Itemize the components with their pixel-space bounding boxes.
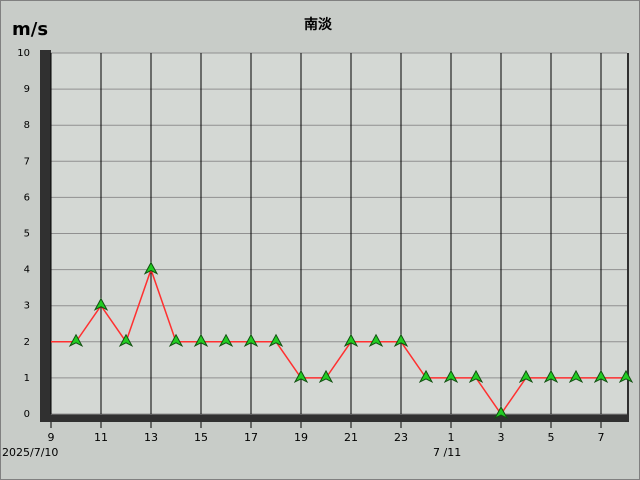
wind-marker bbox=[168, 333, 184, 347]
y-tick-label: 10 bbox=[17, 48, 30, 59]
date-label: 2025/7/10 bbox=[2, 446, 58, 459]
x-tick-label: 9 bbox=[48, 431, 55, 444]
wind-marker bbox=[543, 369, 559, 384]
x-tick-label: 5 bbox=[548, 431, 555, 444]
y-tick-label: 3 bbox=[24, 301, 30, 312]
x-tick-label: 3 bbox=[498, 431, 505, 444]
y-tick-label: 4 bbox=[24, 265, 30, 276]
wind-marker bbox=[118, 333, 134, 347]
y-tick-label: 7 bbox=[24, 156, 30, 167]
wind-marker bbox=[318, 369, 334, 384]
wind-marker bbox=[393, 333, 409, 347]
wind-marker bbox=[68, 333, 84, 347]
wind-marker bbox=[368, 333, 384, 347]
wind-marker bbox=[568, 369, 584, 384]
y-tick-label: 9 bbox=[24, 84, 30, 95]
x-tick-label: 15 bbox=[194, 431, 208, 444]
x-tick-label: 7 bbox=[598, 431, 605, 444]
wind-marker bbox=[493, 405, 509, 420]
wind-marker bbox=[193, 333, 209, 347]
bevel-bottom bbox=[40, 414, 627, 422]
y-tick-label: 8 bbox=[24, 120, 30, 131]
wind-marker bbox=[243, 333, 259, 347]
bevel-left bbox=[40, 50, 51, 422]
wind-marker bbox=[618, 369, 634, 384]
x-tick-label: 1 bbox=[448, 431, 455, 444]
x-tick-label: 19 bbox=[294, 431, 308, 444]
wind-marker bbox=[418, 369, 434, 384]
wind-marker bbox=[593, 369, 609, 384]
y-axis-label: m/s bbox=[12, 19, 48, 40]
x-tick-label: 23 bbox=[394, 431, 408, 444]
x-tick-label: 21 bbox=[344, 431, 358, 444]
x-tick-label: 11 bbox=[94, 431, 108, 444]
y-tick-label: 5 bbox=[24, 229, 30, 240]
chart-title: 南淡 bbox=[304, 16, 333, 33]
wind-marker bbox=[468, 369, 484, 384]
bevel-right bbox=[627, 53, 629, 422]
wind-marker bbox=[268, 333, 284, 347]
y-tick-label: 6 bbox=[24, 192, 30, 203]
date-label: 7 /11 bbox=[433, 446, 461, 459]
wind-marker bbox=[93, 297, 109, 311]
y-tick-label: 1 bbox=[24, 373, 30, 384]
y-tick-label: 0 bbox=[24, 409, 30, 420]
wind-marker bbox=[143, 261, 159, 275]
wind-marker bbox=[293, 369, 309, 384]
wind-marker bbox=[443, 369, 459, 384]
wind-marker bbox=[343, 333, 359, 347]
x-tick-label: 13 bbox=[144, 431, 158, 444]
y-tick-label: 2 bbox=[24, 337, 30, 348]
x-tick-label: 17 bbox=[244, 431, 258, 444]
wind-marker bbox=[518, 369, 534, 384]
wind-marker bbox=[218, 333, 234, 347]
